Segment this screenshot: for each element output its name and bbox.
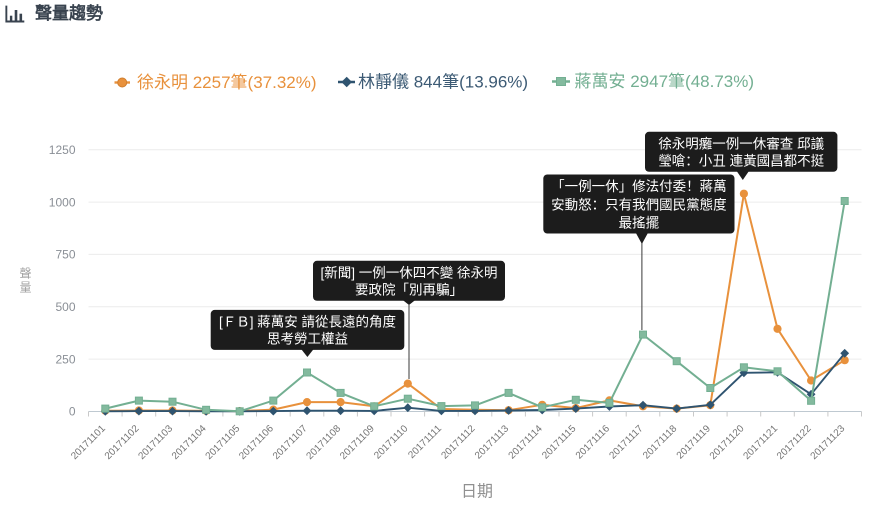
svg-text:1000: 1000	[49, 195, 76, 209]
svg-text:徐永明癱一例一休審查 邱議: 徐永明癱一例一休審查 邱議	[658, 135, 824, 151]
svg-text:「一例一休」修法付委！蔣萬: 「一例一休」修法付委！蔣萬	[551, 179, 727, 194]
svg-text:500: 500	[55, 300, 75, 314]
svg-text:林靜儀 844筆(13.96%): 林靜儀 844筆(13.96%)	[358, 73, 528, 92]
svg-text:0: 0	[69, 405, 76, 419]
svg-text:聲: 聲	[19, 266, 31, 281]
svg-text:思考勞工權益: 思考勞工權益	[267, 332, 348, 347]
svg-text:最搖擺: 最搖擺	[619, 216, 660, 231]
svg-text:日期: 日期	[461, 483, 493, 501]
svg-text:安動怒：只有我們國民黨態度: 安動怒：只有我們國民黨態度	[551, 197, 727, 212]
svg-text:750: 750	[55, 248, 75, 262]
svg-text:徐永明 2257筆(37.32%): 徐永明 2257筆(37.32%)	[137, 73, 317, 92]
svg-text:250: 250	[55, 352, 75, 366]
svg-text:瑩嗆：小丑 連黃國昌都不挺: 瑩嗆：小丑 連黃國昌都不挺	[658, 153, 824, 168]
svg-text:要政院「別再騙」: 要政院「別再騙」	[355, 282, 463, 297]
svg-text:[新聞] 一例一休四不變 徐永明: [新聞] 一例一休四不變 徐永明	[320, 265, 497, 280]
svg-text:量: 量	[19, 281, 31, 295]
svg-text:1250: 1250	[49, 143, 76, 157]
svg-text:聲量趨勢: 聲量趨勢	[35, 3, 103, 23]
svg-text:[ＦＢ] 蔣萬安 請從長遠的角度: [ＦＢ] 蔣萬安 請從長遠的角度	[219, 315, 396, 330]
svg-text:蔣萬安 2947筆(48.73%): 蔣萬安 2947筆(48.73%)	[575, 72, 755, 91]
